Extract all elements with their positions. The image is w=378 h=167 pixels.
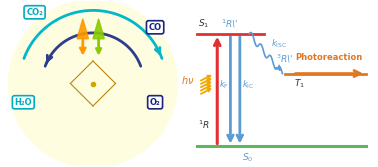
Text: CO: CO <box>149 23 162 32</box>
Text: Photoreaction: Photoreaction <box>296 52 363 61</box>
Text: $k_\mathrm{F}$: $k_\mathrm{F}$ <box>218 79 229 91</box>
Text: CO₂: CO₂ <box>26 8 43 17</box>
Text: H₂O: H₂O <box>14 98 32 107</box>
Polygon shape <box>93 19 104 39</box>
Text: $S_1$: $S_1$ <box>198 18 210 30</box>
Text: $S_0$: $S_0$ <box>242 152 253 164</box>
Text: $k_\mathrm{IC}$: $k_\mathrm{IC}$ <box>242 79 254 91</box>
Text: $^1$R: $^1$R <box>198 119 210 131</box>
Text: O₂: O₂ <box>150 98 161 107</box>
Text: $^3$R\': $^3$R\' <box>276 52 293 65</box>
Polygon shape <box>77 19 88 39</box>
Text: $h\nu$: $h\nu$ <box>181 74 195 86</box>
Text: $T_1$: $T_1$ <box>294 77 305 90</box>
Text: $k_\mathrm{ISC}$: $k_\mathrm{ISC}$ <box>271 38 288 50</box>
Ellipse shape <box>9 0 177 167</box>
Text: $^1$R\': $^1$R\' <box>221 18 238 30</box>
